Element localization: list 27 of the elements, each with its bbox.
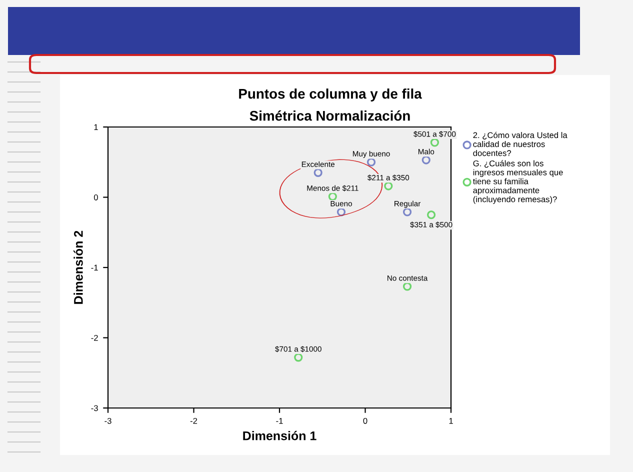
y-tick-label: 1 xyxy=(94,124,98,130)
point xyxy=(366,158,376,166)
x-tick-label: 1 xyxy=(449,418,453,424)
point xyxy=(384,182,393,190)
point xyxy=(336,208,346,216)
chart-subtitle: Simétrica Normalización xyxy=(250,110,410,121)
point xyxy=(422,156,430,164)
point xyxy=(430,138,440,147)
y-axis-title: Dimensión 2 xyxy=(74,230,83,304)
point xyxy=(294,353,303,362)
legend-label: 2. ¿Cómo valora Usted la calidad de nuestros docentes? xyxy=(473,132,568,156)
x-tick-label: -1 xyxy=(276,418,283,424)
point xyxy=(314,168,322,177)
x-tick-label: -3 xyxy=(104,418,112,424)
x-tick-label: -2 xyxy=(190,418,198,424)
x-tick-label: 0 xyxy=(363,418,368,424)
y-tick-label: 0 xyxy=(94,194,98,200)
x-axis-title: Dimensión 1 xyxy=(243,430,316,440)
point xyxy=(402,282,412,291)
y-tick-label: -1 xyxy=(91,264,98,271)
chart-title: Puntos de columna y de fila xyxy=(239,88,422,102)
point xyxy=(426,210,436,220)
y-tick-label: -2 xyxy=(91,334,98,341)
y-tick-label: -3 xyxy=(91,405,98,412)
legend-label: G. ¿Cuáles son los ingresos mensuales que tiene su familia aproximadamente (incluyendo remesas)? xyxy=(472,160,563,204)
point xyxy=(402,208,412,216)
point xyxy=(328,192,337,201)
